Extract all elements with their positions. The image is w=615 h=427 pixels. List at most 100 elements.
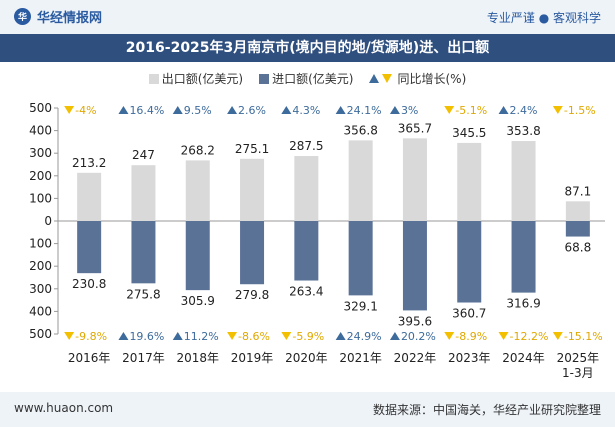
export-growth-label: 9.5% xyxy=(184,104,212,117)
export-growth-label: 4.3% xyxy=(292,104,320,117)
export-bar xyxy=(565,201,590,221)
import-value-label: 360.7 xyxy=(452,307,486,321)
export-growth-label: 3% xyxy=(401,104,418,117)
export-bar xyxy=(402,138,427,221)
x-category-label: 2017年 xyxy=(122,351,165,365)
legend: 出口额(亿美元) 进口额(亿美元) 同比增长(%) xyxy=(0,70,615,87)
triangle-down-icon xyxy=(444,106,455,114)
legend-import: 进口额(亿美元) xyxy=(259,70,353,87)
import-growth-label: -8.9% xyxy=(455,330,487,343)
export-growth-label: 24.1% xyxy=(347,104,382,117)
data-source: 数据来源：中国海关，华经产业研究院整理 xyxy=(372,403,601,417)
triangle-up-icon xyxy=(281,106,292,114)
triangle-up-icon xyxy=(172,106,183,114)
x-category-label: 2020年 xyxy=(285,351,328,365)
import-value-label: 316.9 xyxy=(506,297,540,311)
x-category-label: 2021年 xyxy=(339,351,382,365)
x-category-label: 2025年 xyxy=(557,351,600,365)
export-bar xyxy=(457,142,482,221)
legend-import-label: 进口额(亿美元) xyxy=(272,72,354,86)
import-growth-label: -15.1% xyxy=(564,330,603,343)
import-bar xyxy=(402,221,427,311)
import-value-label: 395.6 xyxy=(398,314,432,328)
y-tick-label: 500 xyxy=(29,101,52,115)
x-category-label: 2023年 xyxy=(448,351,491,365)
export-bar xyxy=(294,156,319,221)
export-value-label: 345.5 xyxy=(452,126,486,140)
export-value-label: 275.1 xyxy=(235,142,269,156)
import-value-label: 263.4 xyxy=(289,285,323,299)
brand: 华 华经情报网 xyxy=(14,7,102,26)
legend-growth-label: 同比增长(%) xyxy=(397,72,467,86)
export-value-label: 268.2 xyxy=(181,143,215,157)
import-value-label: 329.1 xyxy=(343,299,377,313)
y-tick-label: 300 xyxy=(29,282,52,296)
import-growth-label: 24.9% xyxy=(347,330,382,343)
export-value-label: 247 xyxy=(132,148,155,162)
y-tick-label: 200 xyxy=(29,259,52,273)
triangle-up-icon xyxy=(389,106,400,114)
export-growth-label: -5.1% xyxy=(455,104,487,117)
x-category-label: 2018年 xyxy=(176,351,219,365)
x-category-label: 1-3月 xyxy=(562,366,594,380)
import-bar xyxy=(185,221,210,291)
y-tick-label: 400 xyxy=(29,304,52,318)
triangle-down-icon xyxy=(498,332,509,340)
y-tick-label: 100 xyxy=(29,191,52,205)
brand-name: 华经情报网 xyxy=(37,11,103,26)
export-growth-label: 2.6% xyxy=(238,104,266,117)
import-value-label: 279.8 xyxy=(235,288,269,302)
export-bar xyxy=(348,140,373,221)
legend-growth: 同比增长(%) xyxy=(369,70,466,87)
import-value-label: 230.8 xyxy=(72,277,106,291)
triangle-down-icon xyxy=(382,74,393,83)
export-bar xyxy=(511,141,536,221)
export-value-label: 287.5 xyxy=(289,139,323,153)
y-tick-label: 0 xyxy=(44,214,52,228)
export-bar xyxy=(77,172,102,221)
triangle-down-icon xyxy=(552,106,563,114)
export-growth-label: -1.5% xyxy=(564,104,596,117)
import-growth-label: -12.2% xyxy=(510,330,549,343)
triangle-down-icon xyxy=(64,106,75,114)
import-bar xyxy=(294,221,319,281)
triangle-up-icon xyxy=(335,106,346,114)
import-growth-label: 20.2% xyxy=(401,330,436,343)
triangle-up-icon xyxy=(369,74,380,83)
import-bar xyxy=(457,221,482,303)
export-bar xyxy=(185,160,210,221)
triangle-up-icon xyxy=(389,332,400,340)
import-bar xyxy=(565,221,590,237)
brand-logo-icon: 华 xyxy=(14,8,31,25)
triangle-up-icon xyxy=(172,332,183,340)
legend-export: 出口额(亿美元) xyxy=(148,70,244,87)
legend-export-label: 出口额(亿美元) xyxy=(161,72,244,86)
triangle-up-icon xyxy=(118,106,129,114)
x-category-label: 2024年 xyxy=(502,351,545,365)
chart-plot: 500 400 300 200 100 0 100 200 300 400 500 213.2 230.… xyxy=(29,101,605,380)
y-tick-label: 100 xyxy=(29,237,52,251)
import-bar xyxy=(240,221,265,285)
import-growth-label: -5.9% xyxy=(292,330,324,343)
y-tick-label: 500 xyxy=(29,327,52,341)
triangle-down-icon xyxy=(444,332,455,340)
export-bar xyxy=(131,165,156,221)
export-growth-label: 16.4% xyxy=(129,104,164,117)
legend-export-swatch xyxy=(148,73,159,84)
export-value-label: 213.2 xyxy=(72,156,106,170)
y-tick-label: 200 xyxy=(29,169,52,183)
tagline: 专业严谨 ● 客观科学 xyxy=(486,11,601,25)
export-value-label: 87.1 xyxy=(564,184,591,198)
import-value-label: 305.9 xyxy=(181,294,215,308)
import-bar xyxy=(131,221,156,284)
triangle-down-icon xyxy=(552,332,563,340)
footer: www.huaon.com 数据来源：中国海关，华经产业研究院整理 xyxy=(0,392,615,427)
x-category-label: 2022年 xyxy=(394,351,437,365)
x-category-label: 2019年 xyxy=(231,351,274,365)
export-value-label: 356.8 xyxy=(343,123,377,137)
y-tick-label: 400 xyxy=(29,124,52,138)
triangle-up-icon xyxy=(118,332,129,340)
chart-title: 2016-2025年3月南京市(境内目的地/货源地)进、出口额 xyxy=(0,34,615,62)
triangle-up-icon xyxy=(335,332,346,340)
